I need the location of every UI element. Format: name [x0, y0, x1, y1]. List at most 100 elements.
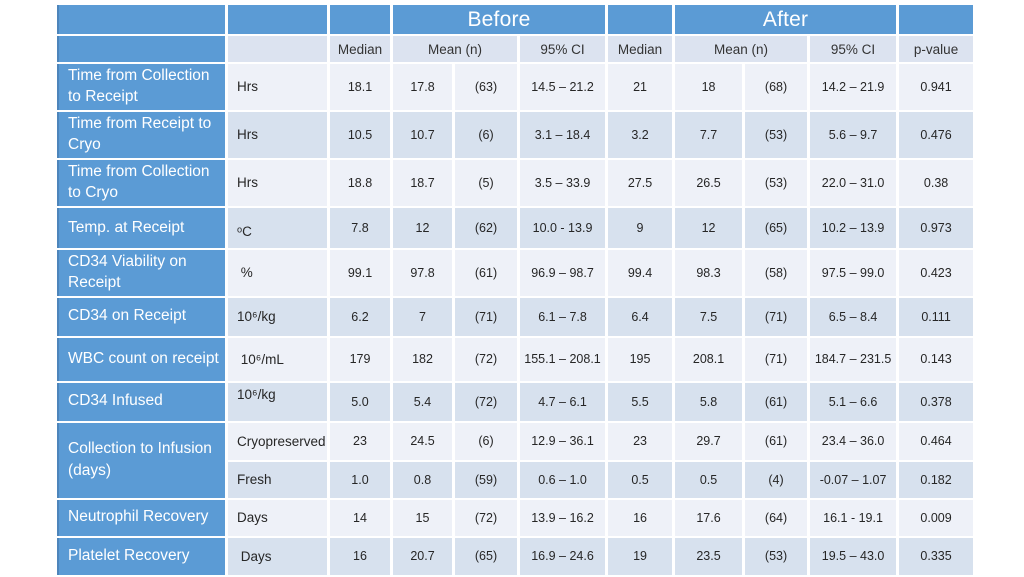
row-label: CD34 Infused: [57, 382, 225, 421]
pvalue-cell: 0.973: [899, 207, 974, 248]
after-median-cell: 27.5: [608, 159, 673, 206]
before-ci-cell: 6.1 – 7.8: [520, 297, 606, 336]
table-row: Fresh 1.0 0.8 (59) 0.6 – 1.0 0.5 0.5 (4)…: [57, 461, 974, 498]
unit-cell: Days: [228, 537, 327, 575]
after-median-cell: 23: [608, 422, 673, 460]
after-median-cell: 195: [608, 337, 673, 381]
pvalue-cell: 0.111: [899, 297, 974, 336]
before-mean-cell: 97.8: [393, 249, 452, 296]
before-median-cell: 18.1: [330, 64, 390, 110]
before-median-cell: 18.8: [330, 159, 390, 206]
row-label: Time from Receipt to Cryo: [57, 111, 225, 158]
before-ci-cell: 13.9 – 16.2: [520, 499, 606, 536]
after-mean-cell: 98.3: [675, 249, 743, 296]
pvalue-cell: 0.941: [899, 64, 974, 110]
spacer-cell: [57, 5, 225, 34]
group-header-before: Before: [393, 5, 606, 34]
unit-cell: Hrs: [228, 111, 327, 158]
unit-cell: Hrs: [228, 64, 327, 110]
before-median-cell: 1.0: [330, 461, 390, 498]
before-n-cell: (6): [455, 111, 517, 158]
before-ci-cell: 4.7 – 6.1: [520, 382, 606, 421]
group-header-after: After: [675, 5, 897, 34]
after-mean-cell: 0.5: [675, 461, 743, 498]
unit-cell: 10⁶/kg: [228, 297, 327, 336]
unit-cell: ᵒC: [228, 207, 327, 248]
after-ci-cell: -0.07 – 1.07: [810, 461, 897, 498]
before-mean-cell: 18.7: [393, 159, 452, 206]
spacer-cell: [330, 5, 390, 34]
spacer-cell: [608, 5, 673, 34]
after-median-cell: 99.4: [608, 249, 673, 296]
row-label: CD34 Viability on Receipt: [57, 249, 225, 296]
before-mean-cell: 20.7: [393, 537, 452, 575]
table-row: CD34 Viability on Receipt % 99.1 97.8 (6…: [57, 249, 974, 296]
before-mean-cell: 7: [393, 297, 452, 336]
col-header-ci-before: 95% CI: [520, 36, 606, 62]
column-header-row: Median Mean (n) 95% CI Median Mean (n) 9…: [57, 36, 974, 62]
before-mean-cell: 0.8: [393, 461, 452, 498]
before-n-cell: (65): [455, 537, 517, 575]
after-mean-cell: 5.8: [675, 382, 743, 421]
pvalue-cell: 0.378: [899, 382, 974, 421]
after-median-cell: 3.2: [608, 111, 673, 158]
after-ci-cell: 19.5 – 43.0: [810, 537, 897, 575]
row-label: Time from Collection to Receipt: [57, 64, 225, 110]
table-row: Temp. at Receipt ᵒC 7.8 12 (62) 10.0 - 1…: [57, 207, 974, 248]
row-label: CD34 on Receipt: [57, 297, 225, 336]
table-row: Neutrophil Recovery Days 14 15 (72) 13.9…: [57, 499, 974, 536]
before-median-cell: 16: [330, 537, 390, 575]
after-ci-cell: 23.4 – 36.0: [810, 422, 897, 460]
table-row: Time from Collection to Cryo Hrs 18.8 18…: [57, 159, 974, 206]
before-n-cell: (71): [455, 297, 517, 336]
before-median-cell: 179: [330, 337, 390, 381]
unit-cell: 10⁶/kg: [228, 382, 327, 421]
before-ci-cell: 96.9 – 98.7: [520, 249, 606, 296]
table-row: CD34 on Receipt 10⁶/kg 6.2 7 (71) 6.1 – …: [57, 297, 974, 336]
after-median-cell: 19: [608, 537, 673, 575]
after-median-cell: 5.5: [608, 382, 673, 421]
after-ci-cell: 184.7 – 231.5: [810, 337, 897, 381]
after-n-cell: (65): [745, 207, 808, 248]
before-median-cell: 6.2: [330, 297, 390, 336]
row-label: Platelet Recovery: [57, 537, 225, 575]
col-header-ci-after: 95% CI: [810, 36, 897, 62]
col-header-median-before: Median: [330, 36, 390, 62]
before-median-cell: 14: [330, 499, 390, 536]
unit-cell: Hrs: [228, 159, 327, 206]
after-n-cell: (61): [745, 382, 808, 421]
before-n-cell: (72): [455, 382, 517, 421]
after-n-cell: (71): [745, 297, 808, 336]
comparison-table: Before After Median Mean (n) 95% CI Medi…: [54, 3, 976, 577]
after-ci-cell: 5.1 – 6.6: [810, 382, 897, 421]
before-n-cell: (61): [455, 249, 517, 296]
before-median-cell: 7.8: [330, 207, 390, 248]
row-label: Time from Collection to Cryo: [57, 159, 225, 206]
table-row: WBC count on receipt 10⁶/mL 179 182 (72)…: [57, 337, 974, 381]
pvalue-cell: 0.335: [899, 537, 974, 575]
before-ci-cell: 14.5 – 21.2: [520, 64, 606, 110]
before-median-cell: 10.5: [330, 111, 390, 158]
after-ci-cell: 16.1 - 19.1: [810, 499, 897, 536]
after-mean-cell: 23.5: [675, 537, 743, 575]
before-ci-cell: 12.9 – 36.1: [520, 422, 606, 460]
before-n-cell: (63): [455, 64, 517, 110]
unit-cell: 10⁶/mL: [228, 337, 327, 381]
after-median-cell: 0.5: [608, 461, 673, 498]
spacer-cell: [899, 5, 974, 34]
col-header-pvalue: p-value: [899, 36, 974, 62]
after-n-cell: (53): [745, 159, 808, 206]
spacer-cell: [228, 36, 327, 62]
table-row: Collection to Infusion (days) Cryopreser…: [57, 422, 974, 498]
before-ci-cell: 3.5 – 33.9: [520, 159, 606, 206]
col-header-mean-after: Mean (n): [675, 36, 808, 62]
row-label: Temp. at Receipt: [57, 207, 225, 248]
before-n-cell: (72): [455, 499, 517, 536]
pvalue-cell: 0.38: [899, 159, 974, 206]
after-n-cell: (53): [745, 111, 808, 158]
before-n-cell: (72): [455, 337, 517, 381]
before-n-cell: (62): [455, 207, 517, 248]
unit-cell: Days: [228, 499, 327, 536]
col-header-mean-before: Mean (n): [393, 36, 517, 62]
